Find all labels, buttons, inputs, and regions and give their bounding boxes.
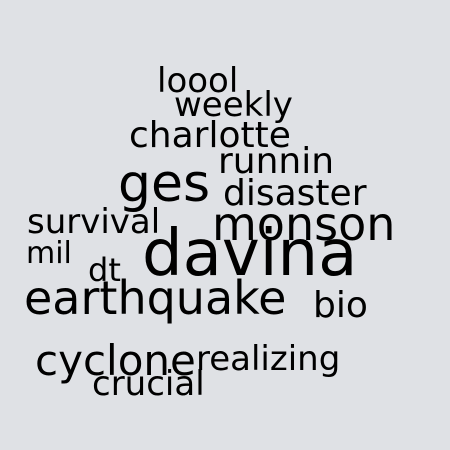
word-runnin: runnin xyxy=(218,141,335,182)
word-loool: loool xyxy=(157,61,239,101)
word-dt: dt xyxy=(88,251,121,289)
word-charlotte: charlotte xyxy=(129,115,291,156)
word-disaster: disaster xyxy=(223,173,367,214)
word-crucial: crucial xyxy=(92,364,205,404)
word-survival: survival xyxy=(27,202,161,242)
word-realizing: realizing xyxy=(196,339,341,379)
word-monson: monson xyxy=(212,197,396,251)
word-cyclone: cyclone xyxy=(35,336,196,385)
word-davina: davina xyxy=(142,217,358,291)
word-earthquake: earthquake xyxy=(24,271,287,325)
word-ges: ges xyxy=(118,154,211,214)
word-bio: bio xyxy=(313,285,368,326)
word-weekly: weekly xyxy=(174,85,293,125)
word-mil: mil xyxy=(26,236,72,271)
